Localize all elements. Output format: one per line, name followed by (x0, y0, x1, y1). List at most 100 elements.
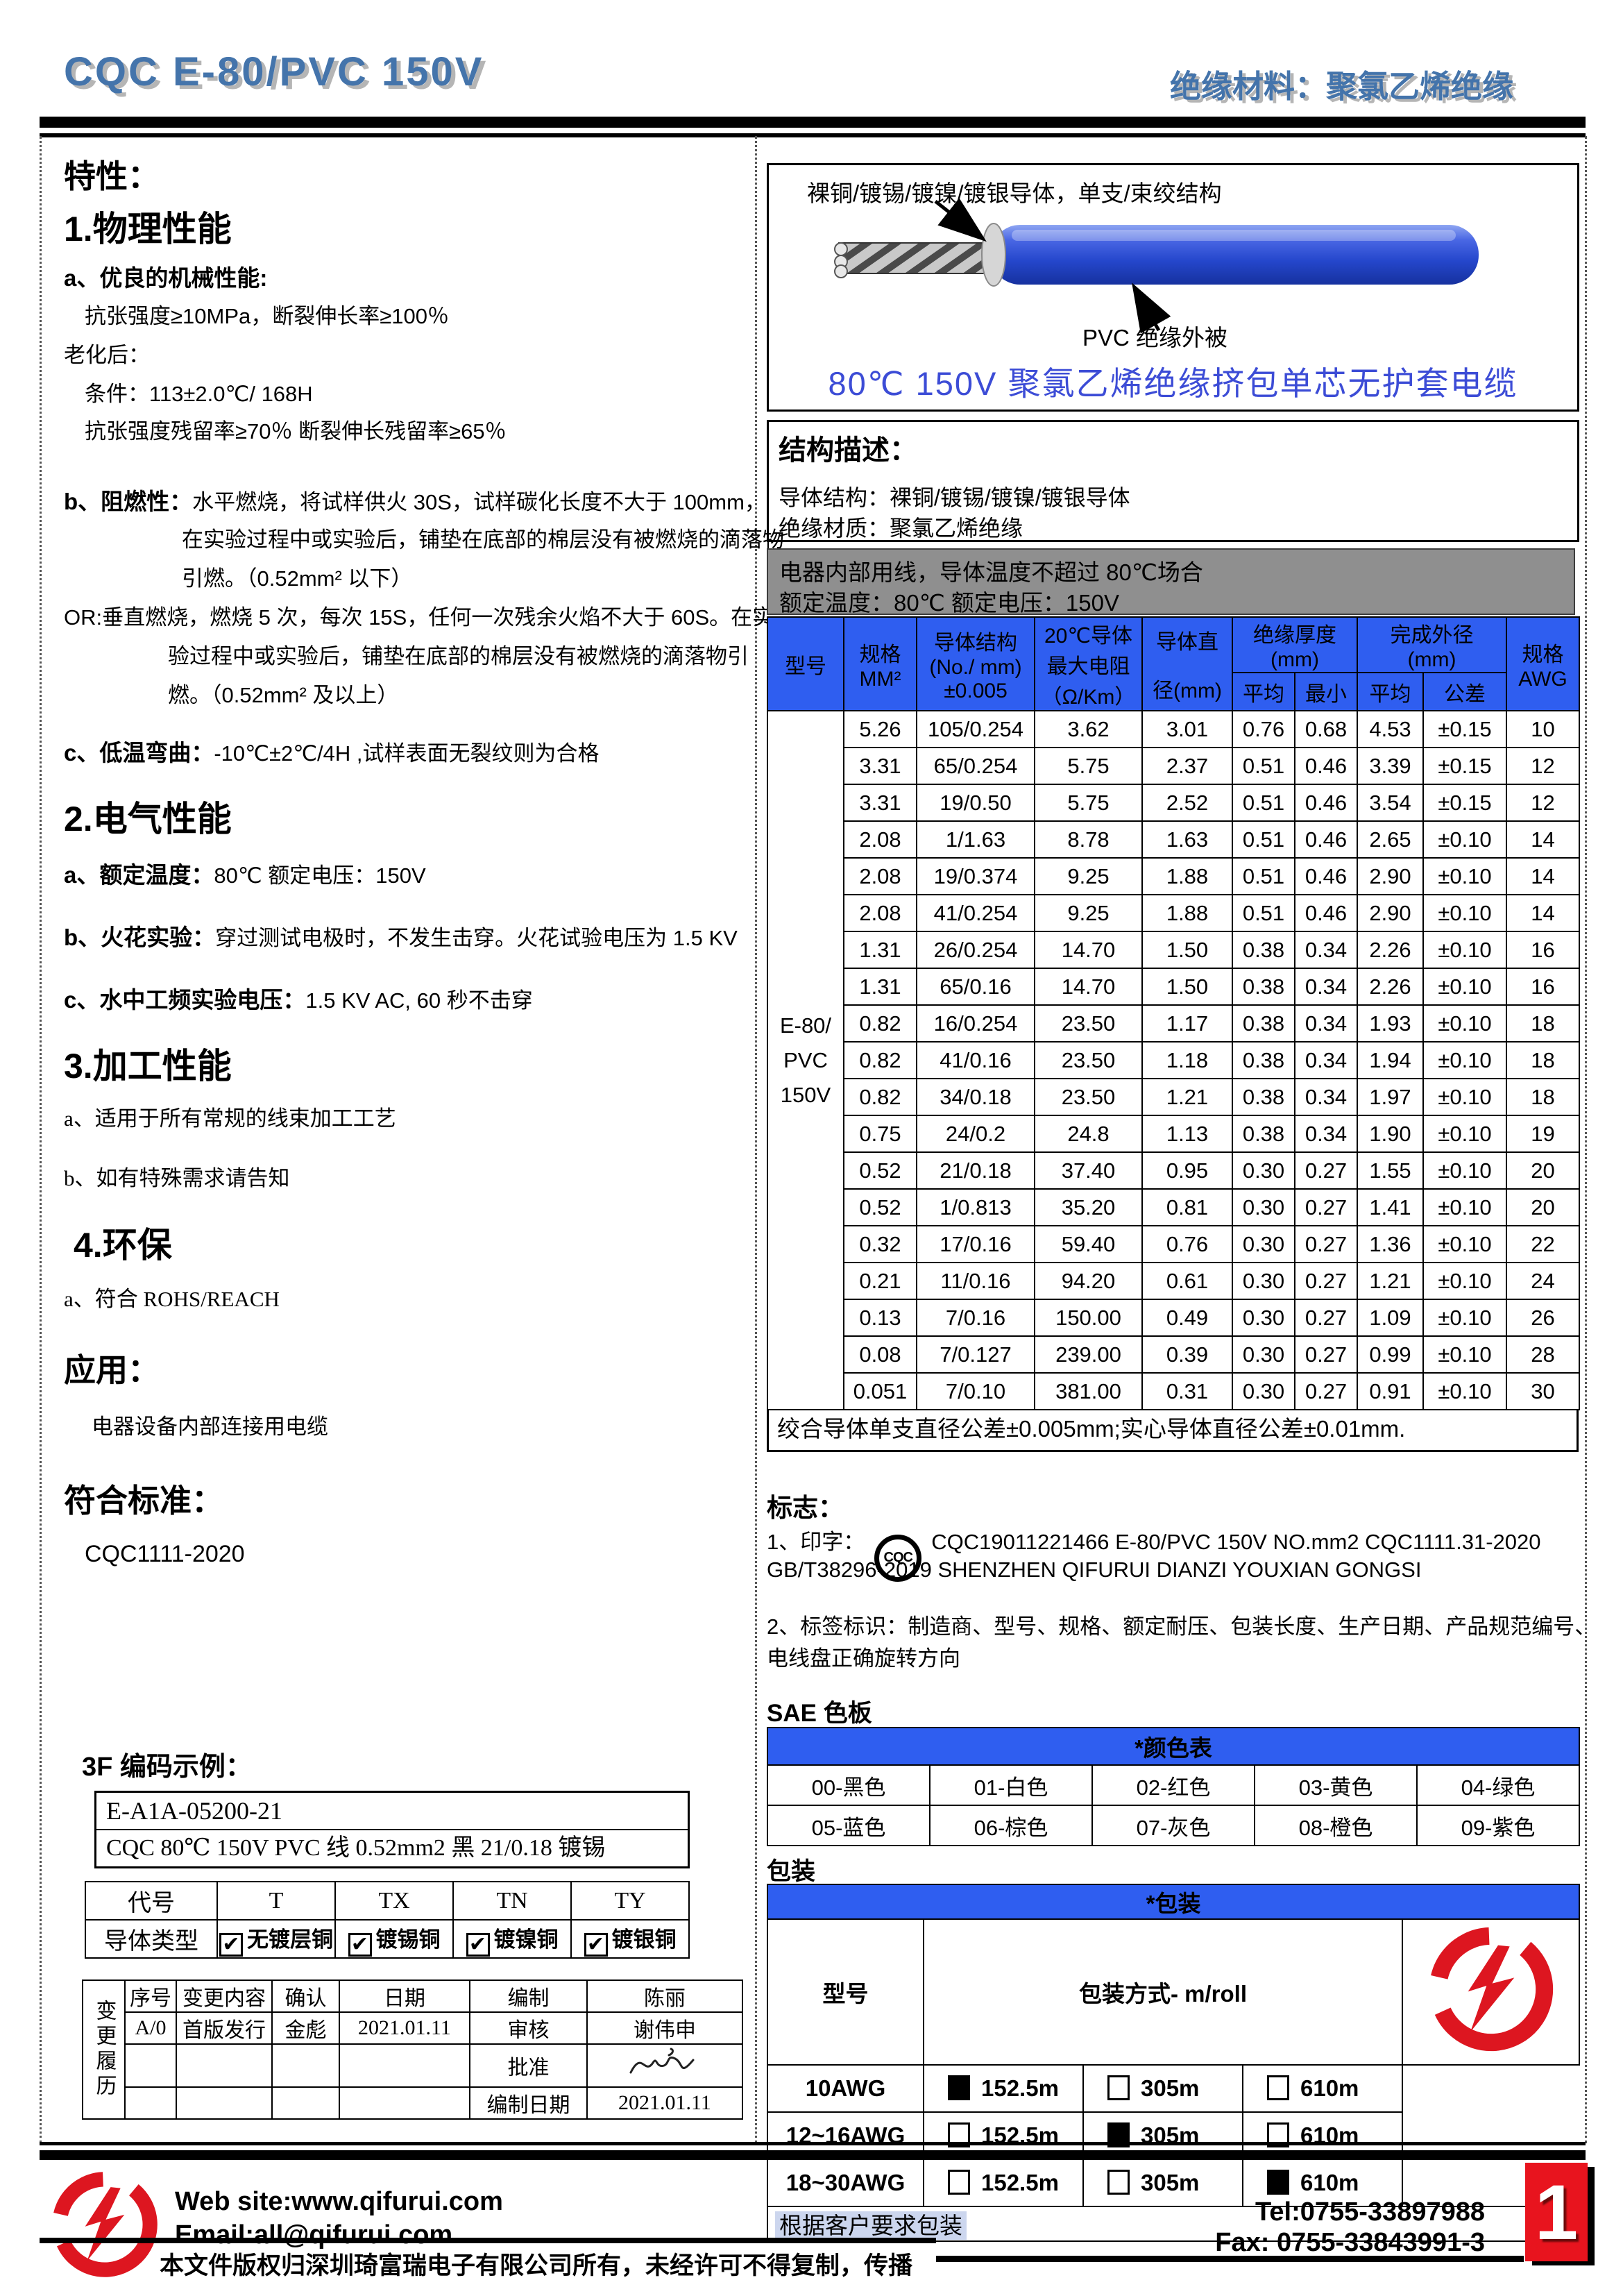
traits-heading: 特性： (64, 158, 160, 194)
standard-heading: 符合标准： (64, 1483, 223, 1519)
spec-cell: 1.31 (843, 968, 917, 1006)
checked-checkbox-icon: ✔ (584, 1932, 608, 1957)
spec-row: 1.31 65/0.16 14.70 1.50 0.38 0.34 2.26 ±0.10 16 (767, 968, 1580, 1006)
copyright-text: 本文件版权归深圳琦富瑞电子有限公司所有，未经许可不得复制，传播 (160, 2252, 913, 2279)
approval-signature (586, 2043, 743, 2088)
spec-row: 2.08 1/1.63 8.78 1.63 0.51 0.46 2.65 ±0.10 14 (767, 820, 1580, 859)
flame-line3: 引燃。（0.52mm² 以下） (182, 566, 413, 591)
spec-header-row2: 平均 最小 平均 公差 (767, 672, 1579, 711)
spec-cell: 0.46 (1294, 894, 1358, 932)
spec-cell: 18 (1506, 1004, 1580, 1043)
packing-table: *包装 型号 包装方式- m/roll 10AWG 152.5m 305m 610m 1… (766, 1884, 1581, 2242)
spec-cell: 1.93 (1357, 1004, 1424, 1043)
standard-value: CQC1111-2020 (85, 1541, 245, 1567)
spec-cell: 150.00 (1034, 1299, 1143, 1337)
spec-row: 3.31 19/0.50 5.75 2.52 0.51 0.46 3.54 ±0.15 12 (767, 784, 1580, 822)
spec-cell: 16 (1506, 931, 1580, 969)
company-logo-icon (1429, 1927, 1553, 2052)
filled-checkbox-icon (948, 2075, 970, 2100)
spec-cell: ±0.10 (1422, 1335, 1507, 1374)
spec-cell: 22 (1506, 1225, 1580, 1263)
code-example-box: E-A1A-05200-21 CQC 80℃ 150V PVC 线 0.52mm… (94, 1791, 690, 1868)
spec-cell: 0.51 (1232, 857, 1295, 895)
company-logo-cell (1401, 1918, 1581, 2066)
spec-cell: 0.30 (1232, 1299, 1295, 1337)
spec-cell: ±0.10 (1422, 1041, 1507, 1079)
tensile-line: 抗张强度≥10MPa，断裂伸长率≥100％ (85, 304, 449, 328)
spec-cell: 0.13 (843, 1299, 917, 1337)
spec-cell: 2.26 (1357, 931, 1424, 969)
spec-cell: 0.31 (1141, 1372, 1233, 1410)
conductor-option-bare: ✔ 无镀层铜 (216, 1919, 336, 1959)
marking-label-line1: 2、标签标识：制造商、型号、规格、额定耐压、包装长度、生产日期、产品规范编号、 (767, 1614, 1597, 1639)
env-section-heading: 4.环保 (74, 1226, 172, 1265)
col-od-group: 完成外径 (mm) (1357, 616, 1507, 673)
spec-cell: 0.21 (843, 1262, 917, 1300)
spec-cell: 24/0.2 (916, 1115, 1035, 1153)
cable-illustration (834, 198, 1479, 334)
spec-cell: ±0.10 (1422, 1299, 1507, 1337)
spec-cell: 0.51 (1232, 894, 1295, 932)
packing-table-header: *包装 (766, 1884, 1581, 1920)
daihao-header: TX (334, 1881, 454, 1921)
spec-row: 2.08 41/0.254 9.25 1.88 0.51 0.46 2.90 ±0.10 14 (767, 894, 1580, 932)
empty-checkbox-icon (948, 2170, 970, 2195)
reviewed-by-value: 谢伟申 (586, 2011, 743, 2045)
code-example-heading: 3F 编码示例： (82, 1753, 252, 1782)
spec-cell: 2.65 (1357, 820, 1424, 859)
sae-color-table: *颜色表 00-黑色 01-白色 02-红色 03-黄色 04-绿色 05-蓝色 06-棕色… (766, 1727, 1581, 1846)
spec-cell: 0.38 (1232, 1041, 1295, 1079)
col-awg: 规格 AWG (1506, 616, 1580, 711)
application-heading: 应用： (64, 1352, 160, 1388)
packing-row: 18~30AWG 152.5m 305m 610m (767, 2159, 1579, 2207)
page-title: CQC E-80/PVC 150V (64, 49, 484, 94)
spec-cell: 5.75 (1034, 784, 1143, 822)
spec-cell: 18 (1506, 1041, 1580, 1079)
spec-cell: 0.051 (843, 1372, 917, 1410)
column-divider-dotted (755, 136, 757, 2143)
rohs-line: a、符合 ROHS/REACH (64, 1287, 280, 1311)
spec-cell: 0.34 (1294, 1115, 1358, 1153)
packing-option: 152.5m (923, 2064, 1084, 2113)
spec-cell: 1.50 (1141, 968, 1233, 1006)
spec-cell: 3.39 (1357, 747, 1424, 785)
spec-cell: 23.50 (1034, 1078, 1143, 1116)
col-diameter: 导体直 径(mm) (1141, 616, 1233, 711)
spec-cell: 1.90 (1357, 1115, 1424, 1153)
spec-cell: 65/0.16 (916, 968, 1035, 1006)
spec-cell: 0.27 (1294, 1225, 1358, 1263)
spec-cell: 8.78 (1034, 820, 1143, 859)
spec-cell: 41/0.254 (916, 894, 1035, 932)
conductor-type-header-row: 代号 T TX TN TY (85, 1881, 690, 1921)
marking-heading: 标志： (767, 1494, 844, 1522)
spec-cell: 0.52 (843, 1151, 917, 1190)
spec-cell: 0.38 (1232, 1115, 1295, 1153)
col-size: 规格 MM² (843, 616, 917, 711)
company-logo-icon (52, 2172, 158, 2277)
spec-cell: 21/0.18 (916, 1151, 1035, 1190)
packing-note-row: 根据客户要求包装 (766, 2206, 1581, 2242)
checked-checkbox-icon: ✔ (219, 1932, 243, 1957)
spec-cell: 41/0.16 (916, 1041, 1035, 1079)
spec-cell: 16/0.254 (916, 1004, 1035, 1043)
usage-line2: 额定温度：80℃ 额定电压：150V (779, 590, 1120, 616)
spec-cell: 2.08 (843, 894, 917, 932)
empty-checkbox-icon (1267, 2075, 1289, 2100)
spec-table: 型号 规格 MM² 导体结构 (No./ mm) ±0.005 20℃导体 最大电阻 （Ω… (767, 616, 1580, 1410)
top-double-rule (40, 117, 1586, 137)
col-od-avg: 平均 (1357, 672, 1424, 711)
application-line: 电器设备内部连接用电缆 (92, 1415, 328, 1439)
spec-cell: 0.38 (1232, 968, 1295, 1006)
spec-cell: 0.08 (843, 1335, 917, 1374)
spec-cell: 0.61 (1141, 1262, 1233, 1300)
spec-cell: 1.41 (1357, 1188, 1424, 1226)
spec-row: E-80/PVC 150V 5.26 105/0.254 3.62 3.01 0.76 0.6… (767, 710, 1580, 1410)
spec-cell: ±0.10 (1422, 1115, 1507, 1153)
marking-print-line: 1、印字：CQCCQC19011221466 E-80/PVC 150V NO.… (767, 1524, 1541, 1582)
color-cell: 03-黄色 (1254, 1764, 1418, 1806)
usage-line1: 电器内部用线，导体温度不超过 80℃场合 (779, 559, 1203, 585)
spec-cell: ±0.10 (1422, 857, 1507, 895)
filled-checkbox-icon (1267, 2170, 1289, 2195)
spec-cell: 0.30 (1232, 1372, 1295, 1410)
conductor-type-table: 代号 T TX TN TY 导体类型 ✔ 无镀层铜 ✔ 镀锡铜 ✔ 镀镍铜 ✔ 镀银铜 (85, 1881, 690, 1959)
